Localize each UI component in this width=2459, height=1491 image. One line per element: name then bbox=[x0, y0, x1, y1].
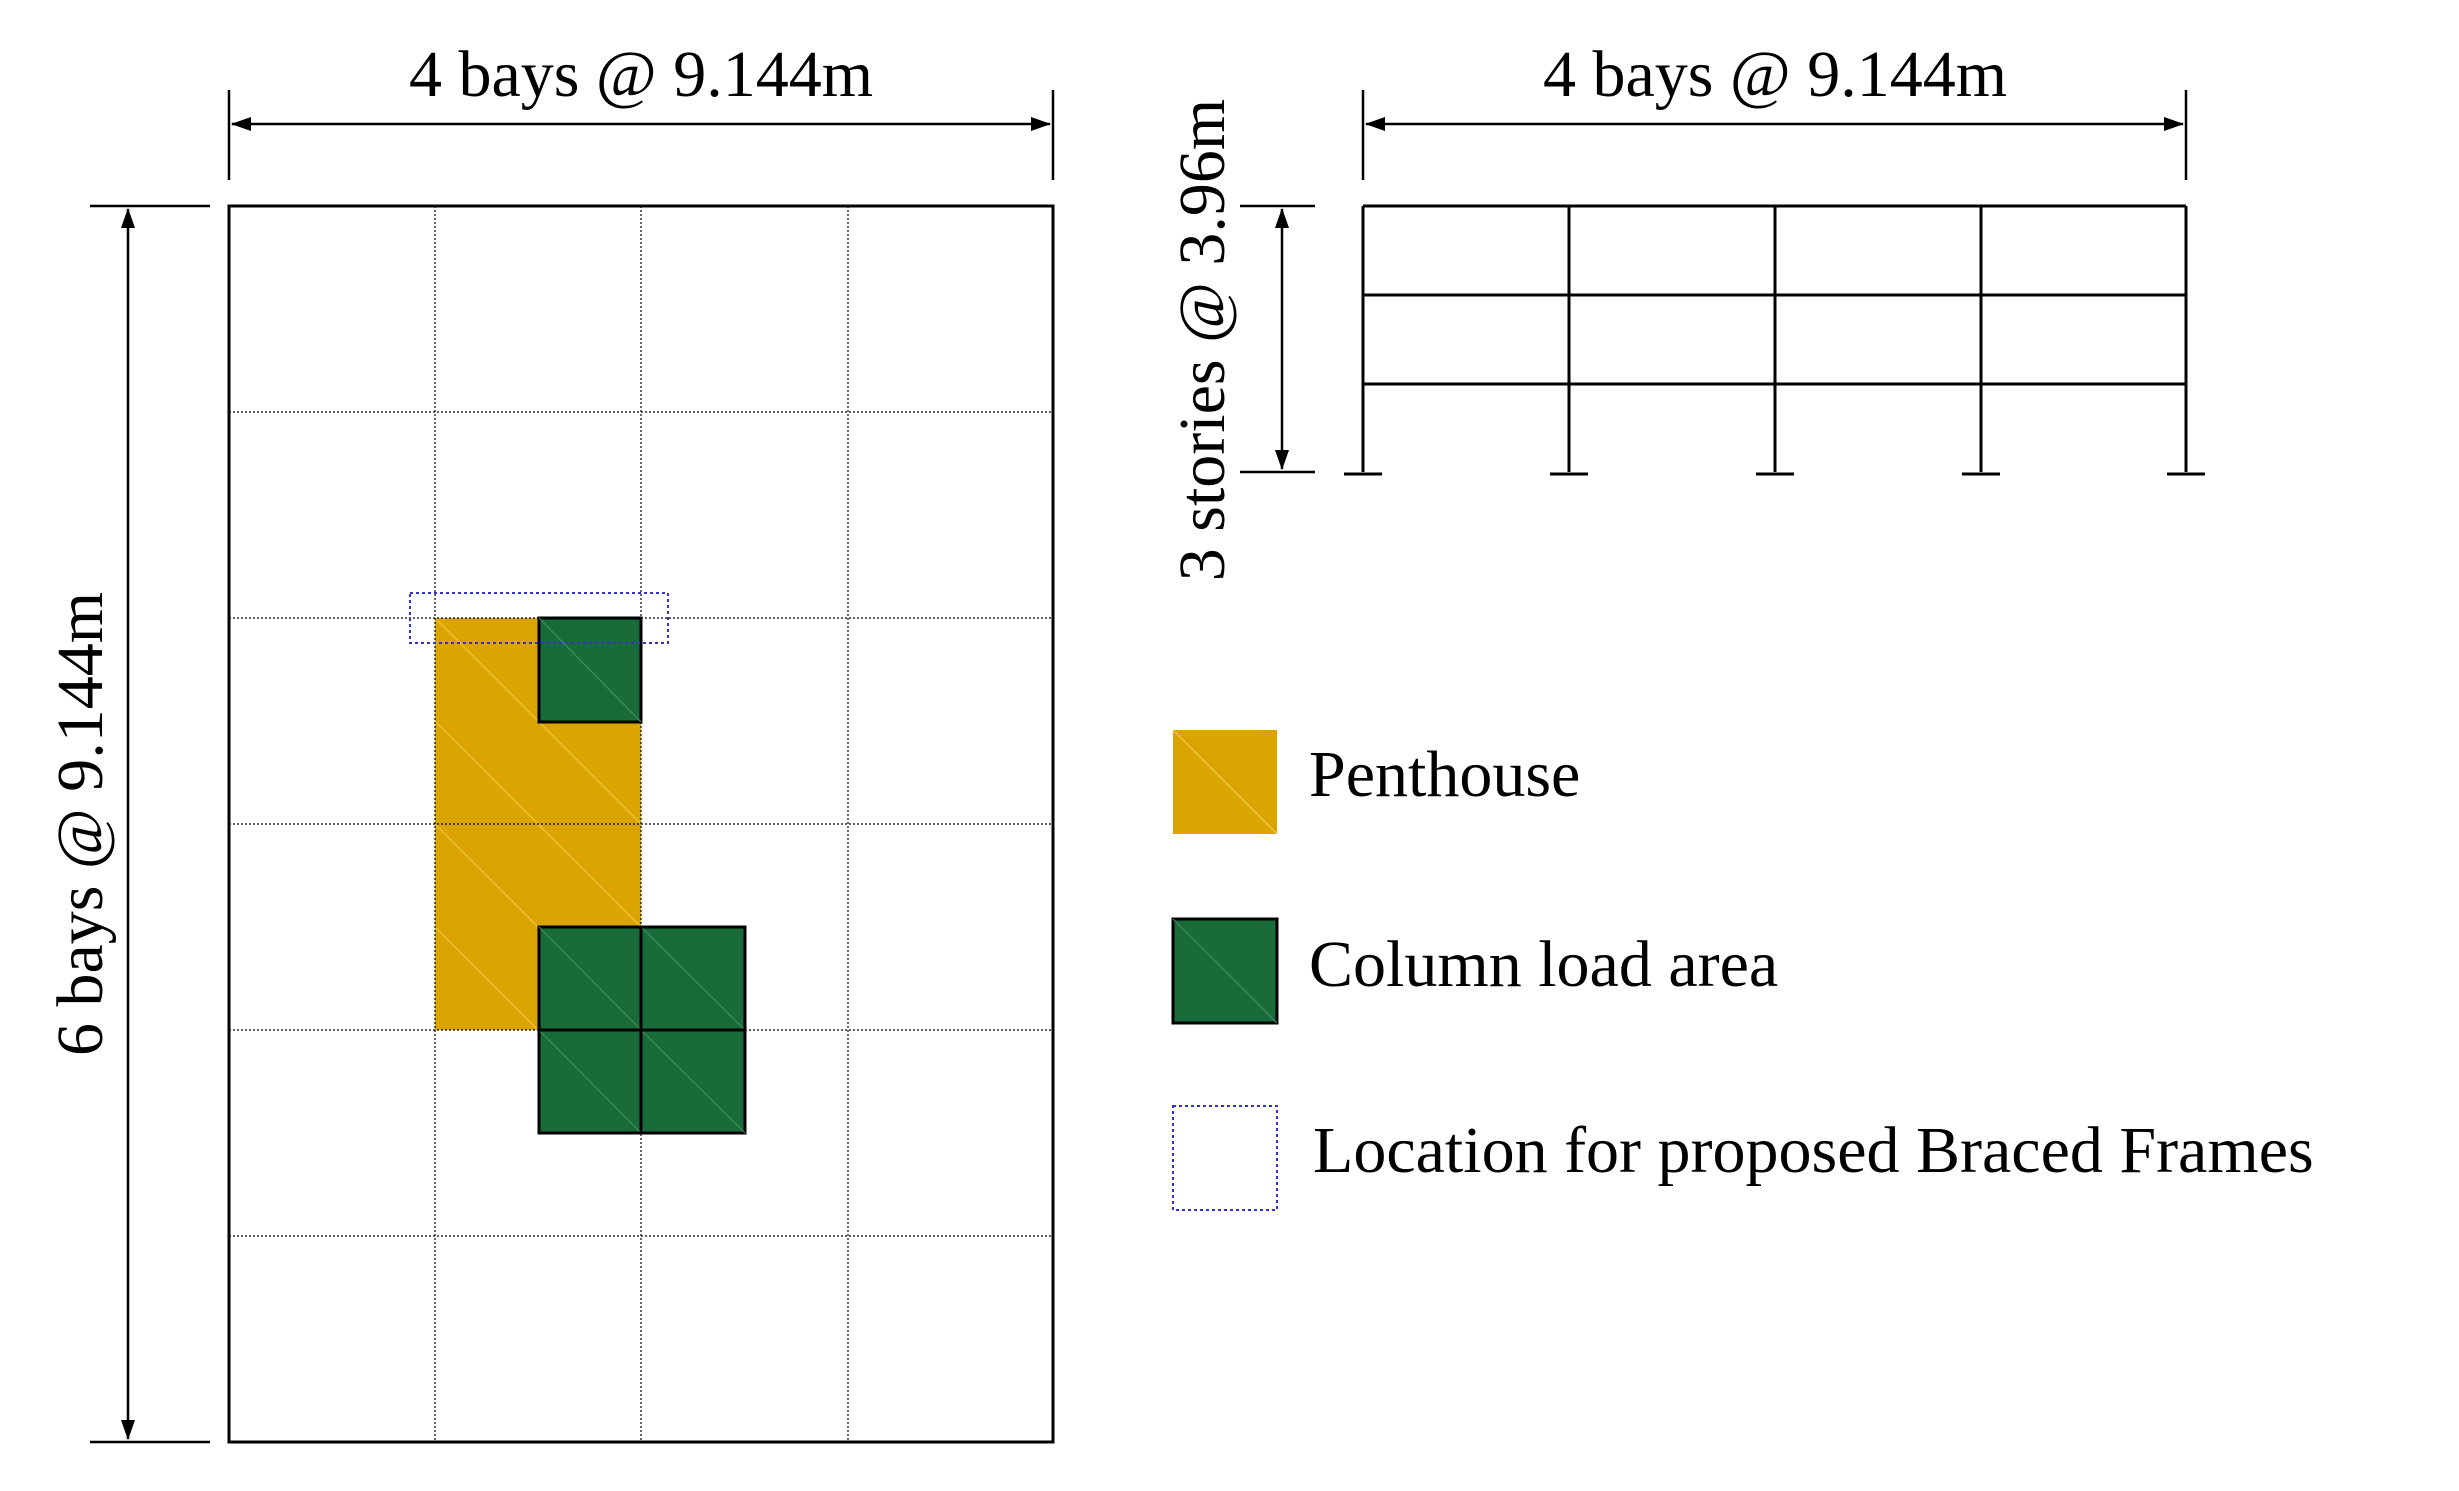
legend-label-braced: Location for proposed Braced Frames bbox=[1313, 1114, 2314, 1187]
legend-swatch-braced bbox=[1172, 1105, 1278, 1211]
elevation-height-label: 3 stories @ 3.96m bbox=[1166, 99, 1239, 581]
legend: Penthouse Column load area Location for … bbox=[1171, 729, 2314, 1211]
legend-item-braced: Location for proposed Braced Frames bbox=[1172, 1105, 2314, 1211]
plan-height-label: 6 bays @ 9.144m bbox=[44, 592, 117, 1056]
legend-item-penthouse: Penthouse bbox=[1172, 729, 1580, 835]
column-load-area-top bbox=[537, 616, 643, 724]
legend-label-penthouse: Penthouse bbox=[1309, 738, 1580, 811]
legend-label-column-load: Column load area bbox=[1309, 928, 1778, 1001]
legend-item-column-load: Column load area bbox=[1171, 917, 1778, 1025]
elevation-frame bbox=[1361, 204, 2188, 472]
plan-width-label: 4 bays @ 9.144m bbox=[409, 38, 873, 111]
plan-outline bbox=[227, 204, 1055, 1444]
plan-view: 4 bays @ 9.144m 6 bays @ 9.144m bbox=[44, 38, 1055, 1444]
elevation-height-dimension: 3 stories @ 3.96m bbox=[1166, 99, 1315, 581]
plan-width-dimension: 4 bays @ 9.144m bbox=[227, 38, 1055, 180]
plan-height-dimension: 6 bays @ 9.144m bbox=[44, 204, 210, 1444]
elevation-view: 4 bays @ 9.144m 3 stories @ 3.96m bbox=[1166, 38, 2205, 581]
plan-grid bbox=[229, 206, 1053, 1442]
braced-frame-location bbox=[409, 592, 669, 644]
elevation-width-dimension: 4 bays @ 9.144m bbox=[1361, 38, 2188, 180]
elevation-width-label: 4 bays @ 9.144m bbox=[1543, 38, 2007, 111]
